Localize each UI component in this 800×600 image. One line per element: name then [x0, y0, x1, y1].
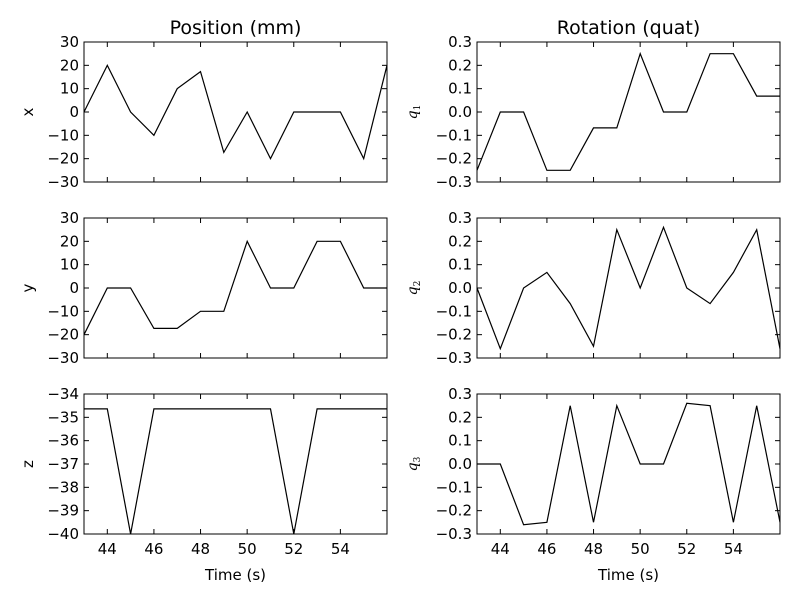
xtick-label: 44 — [98, 540, 117, 558]
ytick-label: −38 — [47, 478, 79, 496]
xtick-label: 48 — [191, 540, 210, 558]
ytick-label: 0 — [69, 103, 79, 121]
column-title-position: Position (mm) — [170, 17, 302, 39]
xtick-label: 46 — [537, 540, 556, 558]
xlabel-time: Time (s) — [597, 566, 659, 584]
axes-frame — [476, 41, 781, 183]
series-line-x — [83, 63, 388, 161]
ylabel-x: x — [19, 107, 37, 116]
ytick-label: 0.0 — [448, 279, 472, 297]
xtick-label: 54 — [724, 540, 743, 558]
ytick-label: −37 — [47, 455, 79, 473]
xtick-label: 44 — [491, 540, 510, 558]
column-title-rotation: Rotation (quat) — [557, 17, 701, 39]
ytick-label: 0.3 — [448, 385, 472, 403]
ytick-label: −30 — [47, 349, 79, 367]
ytick-label: 20 — [60, 56, 79, 74]
xtick-label: 50 — [238, 540, 257, 558]
ytick-label: 10 — [60, 80, 79, 98]
ytick-label: 0.1 — [448, 256, 472, 274]
ytick-label: 0.1 — [448, 432, 472, 450]
ytick-label: 30 — [60, 33, 79, 51]
ytick-label: −39 — [47, 502, 79, 520]
ytick-label: −30 — [47, 173, 79, 191]
axes-frame — [83, 393, 388, 535]
ytick-label: −0.2 — [436, 326, 472, 344]
ytick-label: −36 — [47, 432, 79, 450]
ylabel-y: y — [19, 283, 37, 292]
ytick-label: −0.3 — [436, 173, 472, 191]
ytick-label: −0.1 — [436, 302, 472, 320]
ytick-label: −0.3 — [436, 349, 472, 367]
ytick-label: 0.2 — [448, 56, 472, 74]
axes-frame — [83, 41, 388, 183]
ytick-label: 0.2 — [448, 232, 472, 250]
series-line-q2 — [476, 225, 781, 351]
axes-frame — [83, 217, 388, 359]
ytick-label: 30 — [60, 209, 79, 227]
series-line-z — [84, 408, 387, 535]
series-line-q3 — [477, 402, 781, 526]
ytick-label: −10 — [47, 302, 79, 320]
xtick-label: 52 — [284, 540, 303, 558]
axes-frame — [476, 217, 781, 359]
ytick-label: 0.0 — [448, 103, 472, 121]
xlabel-time: Time (s) — [204, 566, 266, 584]
xtick-label: 54 — [331, 540, 350, 558]
series-line-q1 — [476, 51, 780, 171]
ytick-label: 0.2 — [448, 408, 472, 426]
ytick-label: 0.0 — [448, 455, 472, 473]
ylabel-q3: q3 — [405, 456, 423, 471]
ytick-label: 0 — [69, 279, 79, 297]
ytick-label: −0.3 — [436, 525, 472, 543]
ytick-label: −10 — [47, 126, 79, 144]
ytick-label: −0.2 — [436, 502, 472, 520]
ylabel-z: z — [19, 460, 37, 468]
ytick-label: −35 — [47, 408, 79, 426]
ytick-label: −20 — [47, 326, 79, 344]
ytick-label: −40 — [47, 525, 79, 543]
ytick-label: 0.3 — [448, 209, 472, 227]
ylabel-q1: q1 — [405, 105, 423, 120]
ytick-label: 10 — [60, 256, 79, 274]
xtick-label: 46 — [144, 540, 163, 558]
ytick-label: −34 — [47, 385, 79, 403]
ytick-label: −0.2 — [436, 150, 472, 168]
ytick-label: −0.1 — [436, 126, 472, 144]
series-line-y — [83, 239, 387, 335]
ytick-label: 20 — [60, 232, 79, 250]
ytick-label: 0.3 — [448, 33, 472, 51]
ylabel-q2: q2 — [405, 281, 423, 296]
ytick-label: −20 — [47, 150, 79, 168]
xtick-label: 52 — [677, 540, 696, 558]
xtick-label: 50 — [631, 540, 650, 558]
ytick-label: 0.1 — [448, 80, 472, 98]
xtick-label: 48 — [584, 540, 603, 558]
ytick-label: −0.1 — [436, 478, 472, 496]
axes-frame — [476, 393, 781, 535]
